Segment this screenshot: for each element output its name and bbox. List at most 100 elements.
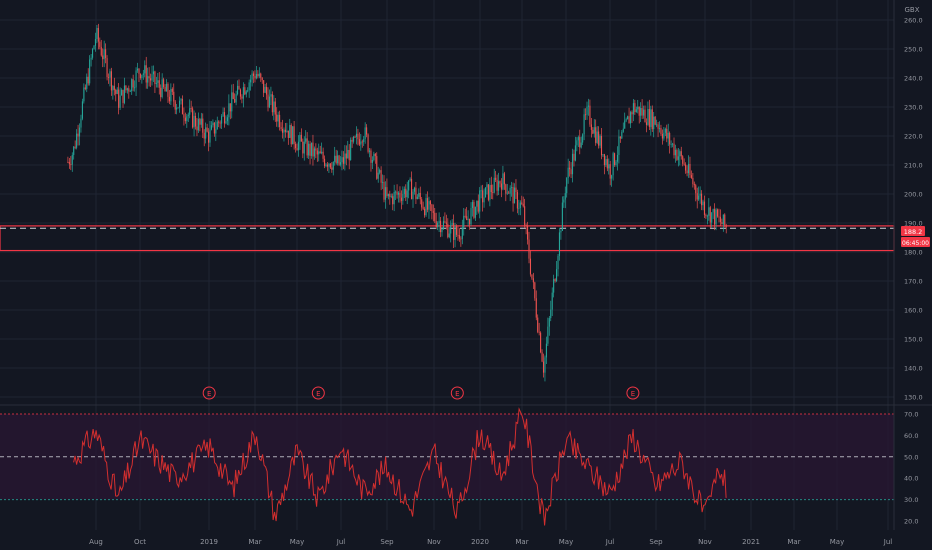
candle [573, 149, 575, 167]
y-tick-label: 190.0 [904, 220, 923, 228]
earnings-label: E [316, 390, 320, 398]
candle [102, 48, 104, 68]
candle [542, 353, 545, 378]
candle [350, 137, 352, 161]
earnings-marker[interactable]: E [202, 386, 216, 400]
candle [181, 95, 184, 115]
x-tick-label: Mar [787, 538, 800, 546]
candle [683, 158, 685, 166]
candle [179, 96, 181, 113]
candle [225, 115, 227, 125]
candle [467, 210, 469, 227]
candle [522, 196, 524, 208]
candle [299, 132, 301, 150]
candle [139, 73, 141, 80]
candle [529, 250, 532, 277]
y-tick-label: 150.0 [904, 336, 923, 344]
candle [457, 226, 459, 241]
candle [354, 135, 356, 139]
candle [519, 200, 521, 216]
candle [128, 85, 130, 99]
x-tick-label: Jul [336, 538, 346, 546]
candle [347, 140, 349, 159]
candle [145, 56, 147, 89]
candle [703, 195, 706, 219]
candle [293, 121, 295, 150]
candle [466, 207, 468, 221]
candle [81, 98, 83, 121]
earnings-label: E [207, 390, 211, 398]
candle [608, 158, 610, 175]
candle [302, 138, 304, 159]
candle [563, 196, 565, 208]
candle [611, 174, 613, 187]
candle [200, 112, 202, 128]
candle [403, 186, 405, 199]
candle [409, 177, 411, 182]
candle [326, 161, 329, 172]
candle [244, 83, 246, 96]
candle [674, 144, 677, 163]
candle [440, 216, 442, 238]
candle [406, 181, 408, 205]
candle [208, 128, 210, 152]
candle [321, 142, 323, 155]
candle [384, 181, 387, 209]
candle [337, 150, 339, 166]
candle [389, 190, 391, 205]
candle [270, 86, 272, 106]
candle [197, 112, 199, 133]
x-tick-label: Mar [248, 538, 261, 546]
candle [650, 105, 652, 136]
candle [653, 111, 655, 138]
y-tick-label: 220.0 [904, 133, 923, 141]
earnings-marker[interactable]: E [450, 386, 464, 400]
candle [550, 300, 552, 322]
candle [374, 153, 376, 164]
candle [148, 67, 150, 87]
candle [444, 212, 446, 224]
candle [134, 80, 136, 92]
candle [451, 219, 453, 226]
candle [312, 134, 314, 166]
candle [421, 196, 423, 211]
candle [107, 73, 110, 84]
candle [277, 111, 279, 128]
candle [250, 74, 252, 91]
earnings-marker[interactable]: E [626, 386, 640, 400]
candle [319, 145, 321, 154]
candle [484, 187, 487, 198]
candle [397, 191, 400, 203]
x-tick-label: May [559, 538, 573, 546]
candle [84, 84, 86, 91]
earnings-marker[interactable]: E [311, 386, 325, 400]
candle [305, 130, 307, 144]
candle [419, 186, 421, 205]
candle [554, 278, 556, 283]
candle [209, 121, 211, 147]
candle [231, 84, 233, 119]
candle [283, 127, 285, 142]
candle [679, 149, 681, 166]
candle [160, 84, 162, 102]
candle [686, 165, 688, 177]
candle [518, 199, 520, 216]
candle [142, 69, 144, 80]
candle [368, 148, 371, 158]
candle [635, 106, 637, 113]
candle [184, 112, 186, 124]
candle [395, 190, 397, 200]
candle [193, 110, 195, 137]
rsi-y-tick-label: 30.0 [904, 496, 918, 504]
candle [242, 82, 244, 108]
candle [618, 129, 620, 164]
candle [548, 315, 550, 336]
candle [121, 88, 123, 96]
candle [498, 172, 500, 196]
candle [687, 155, 690, 178]
candle [553, 274, 555, 298]
x-tick-label: 2021 [742, 538, 760, 546]
candle [387, 193, 389, 200]
candle [339, 156, 342, 167]
